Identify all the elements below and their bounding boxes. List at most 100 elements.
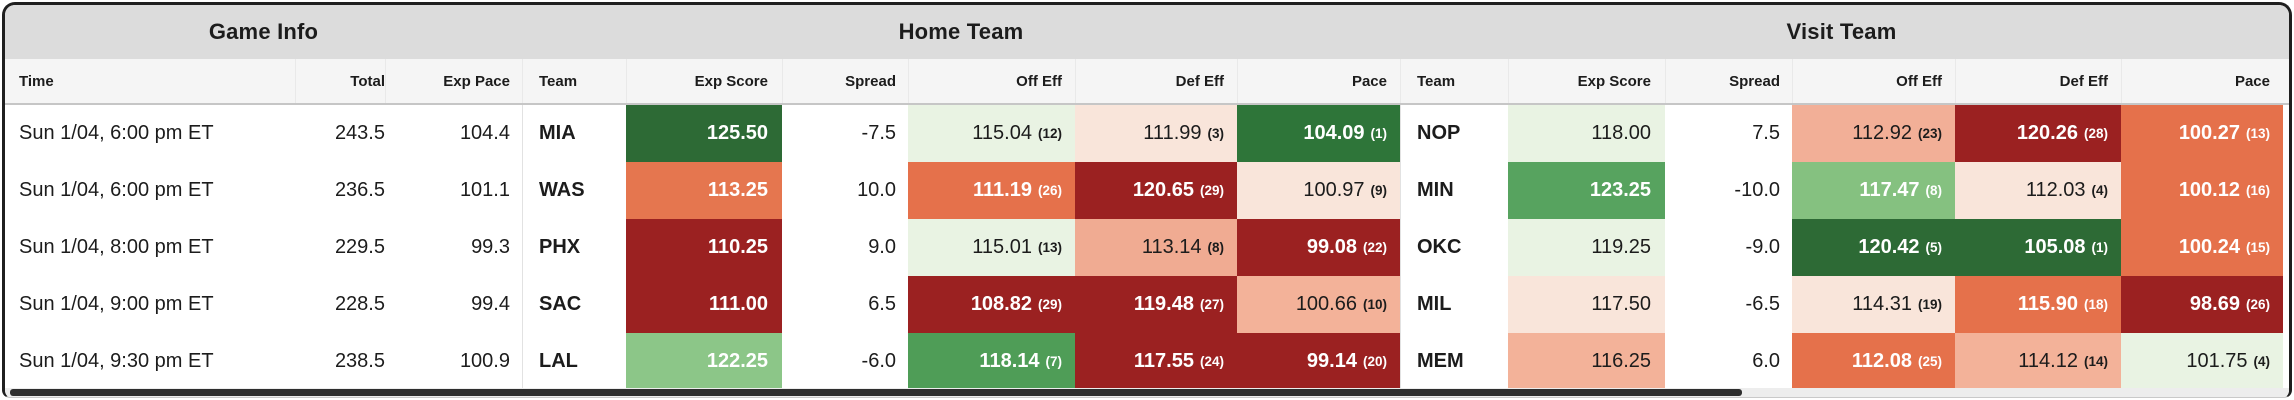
home-team-cell: WAS xyxy=(522,162,626,219)
visit-off-eff-rank-badge: (19) xyxy=(1917,297,1942,312)
col-header-home-def-eff[interactable]: Def Eff xyxy=(1075,59,1237,103)
home-off-eff-value: 115.04 xyxy=(972,122,1032,144)
home-pace-rank-badge: (9) xyxy=(1370,183,1388,198)
group-header-home-team: Home Team xyxy=(898,19,1024,44)
home-pace-cell: 100.66 (10) xyxy=(1237,276,1400,333)
home-off-eff-rank-badge: (13) xyxy=(1037,240,1062,255)
visit-def-eff-rank-badge: (28) xyxy=(2083,126,2108,141)
visit-off-eff-value: 112.08 xyxy=(1851,350,1912,372)
col-header-visit-spread[interactable]: Spread xyxy=(1665,59,1792,103)
visit-off-eff-cell: 120.42 (5) xyxy=(1792,219,1955,276)
home-exp-score-cell: 110.25 xyxy=(626,219,782,276)
visit-spread-cell: -9.0 xyxy=(1745,236,1780,258)
visit-off-eff-rank-badge: (5) xyxy=(1925,240,1943,255)
home-exp-score-cell: 111.00 xyxy=(626,276,782,333)
visit-off-eff-cell: 112.08 (25) xyxy=(1792,333,1955,390)
col-header-visit-off-eff[interactable]: Off Eff xyxy=(1792,59,1955,103)
home-pace-value: 99.08 xyxy=(1306,236,1357,258)
home-spread-cell: 9.0 xyxy=(868,236,896,258)
home-pace-rank-badge: (22) xyxy=(1362,240,1387,255)
total-cell: 228.5 xyxy=(334,293,385,315)
visit-team-cell: OKC xyxy=(1400,219,1508,276)
home-spread-cell: 6.5 xyxy=(868,293,896,315)
group-header-row: Game Info Home Team Visit Team xyxy=(5,5,2289,59)
col-header-total[interactable]: Total xyxy=(295,59,385,103)
visit-pace-value: 100.24 xyxy=(2178,236,2240,258)
game-time-cell: Sun 1/04, 8:00 pm ET xyxy=(19,236,214,258)
home-off-eff-cell: 115.01 (13) xyxy=(908,219,1075,276)
home-pace-rank-badge: (1) xyxy=(1370,126,1388,141)
visit-team-cell: MIL xyxy=(1400,276,1508,333)
col-header-visit-exp-score[interactable]: Exp Score xyxy=(1508,59,1665,103)
visit-def-eff-value: 115.90 xyxy=(2017,293,2078,315)
home-pace-cell: 99.08 (22) xyxy=(1237,219,1400,276)
visit-pace-value: 100.12 xyxy=(2178,179,2240,201)
visit-def-eff-cell: 114.12 (14) xyxy=(1955,333,2121,390)
horizontal-scrollbar-thumb[interactable] xyxy=(10,389,1742,396)
visit-pace-value: 100.27 xyxy=(2178,122,2240,144)
home-pace-rank-badge: (20) xyxy=(1362,354,1387,369)
home-def-eff-cell: 119.48 (27) xyxy=(1075,276,1237,333)
home-pace-value: 100.66 xyxy=(1295,293,1357,315)
home-off-eff-rank-badge: (12) xyxy=(1037,126,1062,141)
col-header-home-off-eff[interactable]: Off Eff xyxy=(908,59,1075,103)
group-header-game-info: Game Info xyxy=(208,19,319,44)
game-time-cell: Sun 1/04, 9:30 pm ET xyxy=(19,350,214,372)
visit-pace-value: 101.75 xyxy=(2186,350,2248,372)
visit-exp-score-cell: 117.50 xyxy=(1508,276,1665,333)
home-def-eff-cell: 111.99 (3) xyxy=(1075,105,1237,162)
home-pace-cell: 99.14 (20) xyxy=(1237,333,1400,390)
visit-team-cell: MIN xyxy=(1400,162,1508,219)
col-header-home-team[interactable]: Team xyxy=(522,59,626,103)
col-header-home-spread[interactable]: Spread xyxy=(782,59,908,103)
visit-def-eff-value: 112.03 xyxy=(2025,179,2086,201)
col-header-time[interactable]: Time xyxy=(19,72,54,90)
visit-off-eff-rank-badge: (25) xyxy=(1917,354,1942,369)
exp-pace-cell: 99.4 xyxy=(471,293,510,315)
visit-exp-score-value: 119.25 xyxy=(1591,236,1651,258)
visit-pace-rank-badge: (15) xyxy=(2245,240,2270,255)
home-exp-score-value: 122.25 xyxy=(706,350,768,372)
col-header-home-exp-score[interactable]: Exp Score xyxy=(626,59,782,103)
home-def-eff-cell: 117.55 (24) xyxy=(1075,333,1237,390)
home-def-eff-value: 119.48 xyxy=(1133,293,1194,315)
visit-off-eff-value: 114.31 xyxy=(1852,293,1912,315)
visit-exp-score-value: 116.25 xyxy=(1591,350,1651,372)
col-header-home-pace[interactable]: Pace xyxy=(1237,59,1400,103)
home-exp-score-value: 111.00 xyxy=(709,293,768,315)
home-off-eff-cell: 118.14 (7) xyxy=(908,333,1075,390)
home-off-eff-rank-badge: (29) xyxy=(1037,297,1062,312)
visit-exp-score-value: 117.50 xyxy=(1591,293,1651,315)
visit-pace-cell: 101.75 (4) xyxy=(2121,333,2283,390)
exp-pace-cell: 100.9 xyxy=(459,350,510,372)
visit-exp-score-cell: 116.25 xyxy=(1508,333,1665,390)
col-header-visit-pace[interactable]: Pace xyxy=(2121,59,2283,103)
col-header-visit-def-eff[interactable]: Def Eff xyxy=(1955,59,2121,103)
visit-spread-cell: -10.0 xyxy=(1734,179,1780,201)
visit-pace-rank-badge: (4) xyxy=(2253,354,2271,369)
visit-def-eff-value: 105.08 xyxy=(2024,236,2086,258)
home-pace-cell: 104.09 (1) xyxy=(1237,105,1400,162)
home-pace-value: 104.09 xyxy=(1303,122,1365,144)
visit-pace-cell: 100.24 (15) xyxy=(2121,219,2283,276)
visit-def-eff-rank-badge: (4) xyxy=(2091,183,2109,198)
home-pace-cell: 100.97 (9) xyxy=(1237,162,1400,219)
game-time-cell: Sun 1/04, 6:00 pm ET xyxy=(19,122,214,144)
visit-off-eff-value: 112.92 xyxy=(1852,122,1912,144)
visit-pace-rank-badge: (16) xyxy=(2245,183,2270,198)
visit-pace-cell: 100.12 (16) xyxy=(2121,162,2283,219)
home-off-eff-rank-badge: (7) xyxy=(1045,354,1063,369)
col-header-exp-pace[interactable]: Exp Pace xyxy=(385,59,522,103)
total-cell: 229.5 xyxy=(334,236,385,258)
horizontal-scrollbar-track[interactable] xyxy=(5,388,2289,397)
home-exp-score-value: 125.50 xyxy=(706,122,768,144)
visit-def-eff-cell: 120.26 (28) xyxy=(1955,105,2121,162)
visit-def-eff-value: 114.12 xyxy=(2018,350,2078,372)
visit-def-eff-rank-badge: (14) xyxy=(2083,354,2108,369)
visit-exp-score-cell: 118.00 xyxy=(1508,105,1665,162)
home-pace-value: 99.14 xyxy=(1306,350,1357,372)
col-header-visit-team[interactable]: Team xyxy=(1400,59,1508,103)
visit-team-cell: MEM xyxy=(1400,333,1508,390)
home-def-eff-rank-badge: (24) xyxy=(1199,354,1224,369)
